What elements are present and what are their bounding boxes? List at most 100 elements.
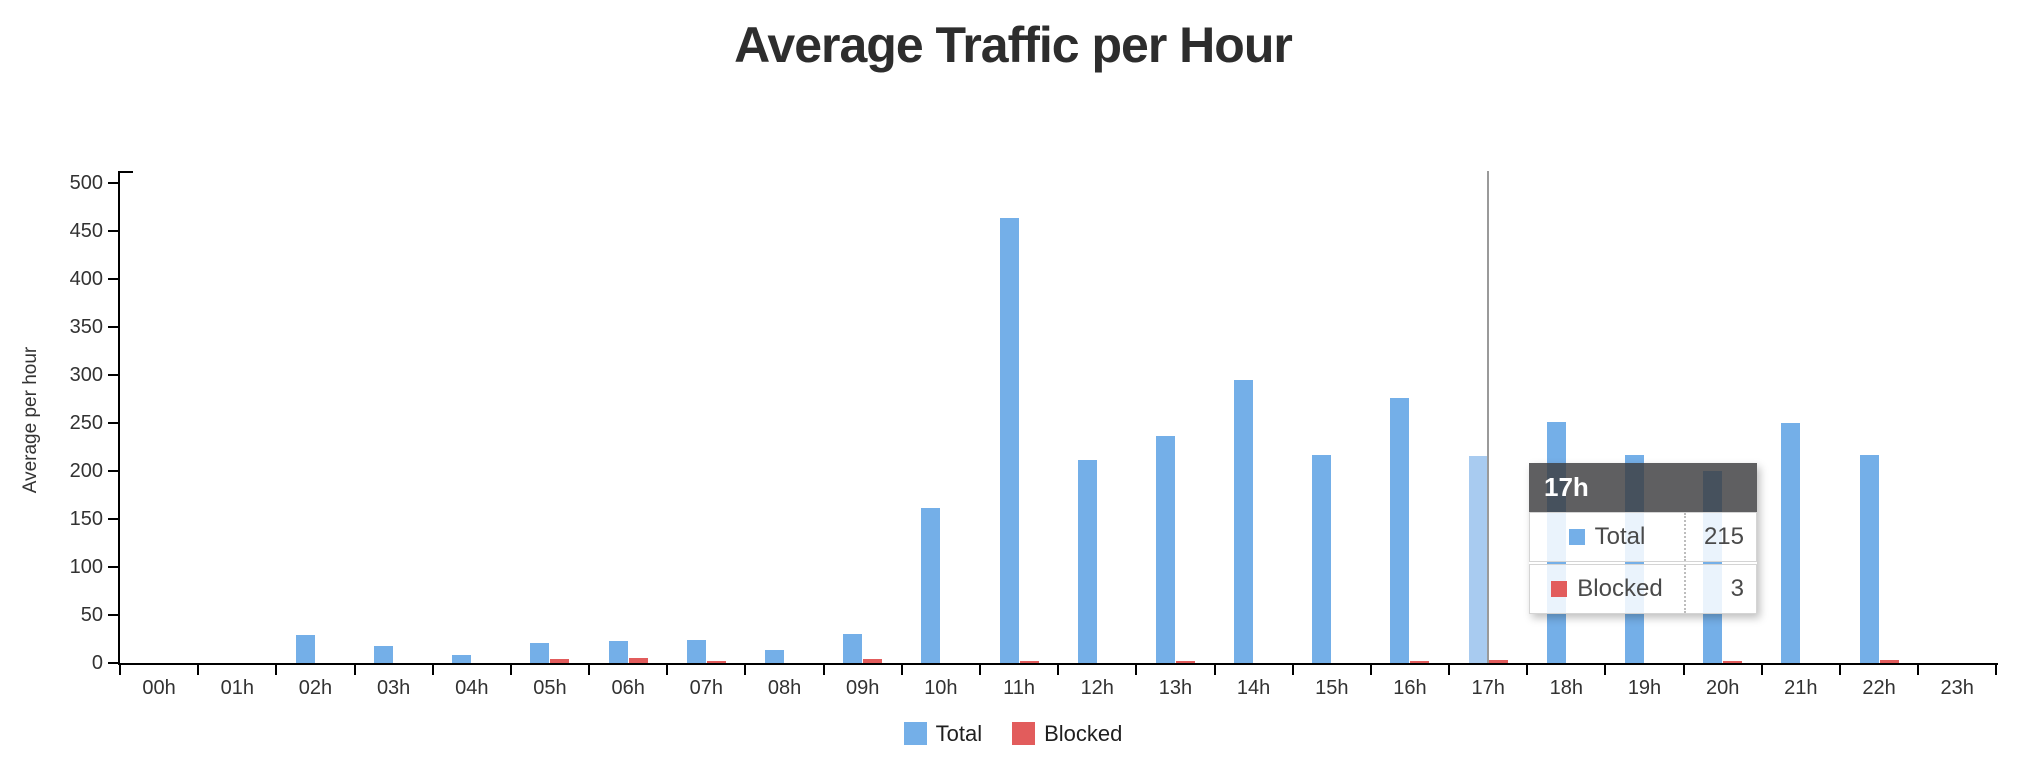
- bar-total-05h[interactable]: [530, 643, 550, 663]
- bar-blocked-06h[interactable]: [628, 658, 648, 663]
- x-tick-19: [1604, 665, 1607, 675]
- bar-total-12h[interactable]: [1077, 460, 1097, 663]
- y-tick-200: [108, 469, 118, 472]
- bar-total-09h[interactable]: [843, 634, 863, 663]
- bar-blocked-22h[interactable]: [1879, 660, 1899, 663]
- x-tick-7: [666, 665, 669, 675]
- y-tick-350: [108, 325, 118, 328]
- bar-blocked-05h[interactable]: [550, 659, 570, 663]
- bar-total-02h[interactable]: [295, 635, 315, 663]
- y-tick-0: [108, 662, 118, 664]
- tooltip-row-total: Total 215: [1529, 512, 1757, 562]
- x-tick-label-16h: 16h: [1393, 677, 1427, 699]
- x-tick-22: [1838, 665, 1841, 675]
- bar-total-11h[interactable]: [999, 218, 1019, 663]
- x-tick-label-05h: 05h: [533, 677, 567, 699]
- x-tick-8: [744, 665, 747, 675]
- bar-blocked-07h[interactable]: [706, 661, 726, 663]
- bar-total-22h[interactable]: [1859, 455, 1879, 663]
- x-tick-label-18h: 18h: [1549, 677, 1584, 699]
- x-tick-label-22h: 22h: [1862, 677, 1896, 699]
- bar-total-07h[interactable]: [686, 640, 706, 663]
- bar-total-14h[interactable]: [1234, 380, 1254, 663]
- legend: Total Blocked: [0, 722, 2026, 745]
- tooltip-title: 17h: [1529, 463, 1757, 512]
- tooltip-total-swatch-icon: [1568, 529, 1585, 545]
- legend-label-total: Total: [935, 721, 983, 746]
- bar-total-13h[interactable]: [1155, 436, 1175, 663]
- x-tick-6: [588, 665, 591, 675]
- x-tick-label-10h: 10h: [924, 677, 958, 699]
- tooltip: 17h Total 215 Blocked 3: [1529, 463, 1757, 614]
- x-tick-1: [197, 665, 200, 675]
- bar-blocked-09h[interactable]: [863, 659, 883, 663]
- x-tick-label-17h: 17h: [1471, 677, 1505, 699]
- x-tick-label-09h: 09h: [846, 677, 880, 699]
- x-tick-16: [1369, 665, 1372, 675]
- x-tick-label-23h: 23h: [1940, 677, 1974, 699]
- y-tick-label-450: 450: [69, 219, 103, 242]
- legend-item-total[interactable]: Total: [903, 721, 983, 746]
- x-tick-24: [1995, 665, 1998, 675]
- tooltip-row-blocked: Blocked 3: [1529, 564, 1757, 614]
- bar-total-03h[interactable]: [374, 646, 394, 663]
- tooltip-blocked-value: 3: [1730, 575, 1744, 602]
- y-tick-label-150: 150: [69, 507, 103, 530]
- x-tick-label-21h: 21h: [1784, 677, 1818, 699]
- y-tick-label-250: 250: [69, 411, 103, 434]
- chart-title: Average Traffic per Hour: [734, 17, 1293, 73]
- bar-blocked-17h[interactable]: [1488, 660, 1508, 663]
- x-tick-label-11h: 11h: [1003, 677, 1035, 699]
- bar-blocked-13h[interactable]: [1175, 661, 1195, 663]
- bar-total-06h[interactable]: [608, 641, 628, 663]
- x-tick-label-01h: 01h: [220, 677, 254, 699]
- x-tick-13: [1135, 665, 1138, 675]
- tooltip-total-value: 215: [1703, 523, 1744, 550]
- tooltip-total-label: Total: [1594, 523, 1646, 550]
- x-tick-label-00h: 00h: [142, 677, 176, 699]
- bar-blocked-16h[interactable]: [1410, 661, 1430, 663]
- tooltip-blocked-swatch-icon: [1551, 581, 1568, 597]
- x-tick-20: [1682, 665, 1685, 675]
- x-tick-label-14h: 14h: [1236, 677, 1271, 699]
- bar-total-17h[interactable]: [1468, 456, 1488, 663]
- x-tick-11: [978, 665, 981, 675]
- y-tick-400: [108, 277, 118, 280]
- legend-item-blocked[interactable]: Blocked: [1012, 722, 1122, 745]
- x-tick-23: [1917, 665, 1920, 675]
- tooltip-blocked-label: Blocked: [1577, 575, 1663, 602]
- bar-blocked-20h[interactable]: [1723, 661, 1743, 663]
- y-tick-label-100: 100: [69, 555, 103, 578]
- legend-swatch-blocked-icon: [1012, 722, 1036, 745]
- hover-crosshair-line: [1487, 171, 1490, 663]
- bar-total-21h[interactable]: [1781, 423, 1801, 663]
- x-tick-17: [1448, 665, 1451, 675]
- x-tick-label-08h: 08h: [767, 677, 802, 699]
- x-tick-10: [900, 665, 903, 675]
- y-tick-label-400: 400: [69, 267, 103, 290]
- x-tick-label-15h: 15h: [1315, 677, 1349, 699]
- bar-total-10h[interactable]: [921, 508, 941, 663]
- y-tick-label-0: 0: [91, 652, 103, 674]
- x-tick-18: [1526, 665, 1529, 675]
- x-tick-2: [275, 665, 278, 675]
- bar-total-16h[interactable]: [1390, 398, 1410, 663]
- y-tick-label-50: 50: [80, 603, 103, 626]
- x-tick-15: [1291, 665, 1294, 675]
- y-axis-top-tick: [118, 171, 133, 173]
- y-tick-label-300: 300: [69, 363, 103, 386]
- bar-total-15h[interactable]: [1312, 455, 1332, 663]
- x-axis-line: [118, 663, 1998, 665]
- x-tick-4: [431, 665, 434, 675]
- x-tick-21: [1760, 665, 1763, 675]
- y-tick-label-200: 200: [69, 459, 103, 482]
- x-tick-14: [1213, 665, 1216, 675]
- y-tick-300: [108, 373, 118, 376]
- bar-total-04h[interactable]: [452, 655, 472, 663]
- bar-blocked-11h[interactable]: [1019, 661, 1039, 663]
- y-tick-250: [108, 421, 118, 424]
- x-tick-3: [353, 665, 356, 675]
- y-tick-450: [108, 229, 118, 232]
- y-tick-50: [108, 613, 118, 616]
- bar-total-08h[interactable]: [765, 650, 785, 663]
